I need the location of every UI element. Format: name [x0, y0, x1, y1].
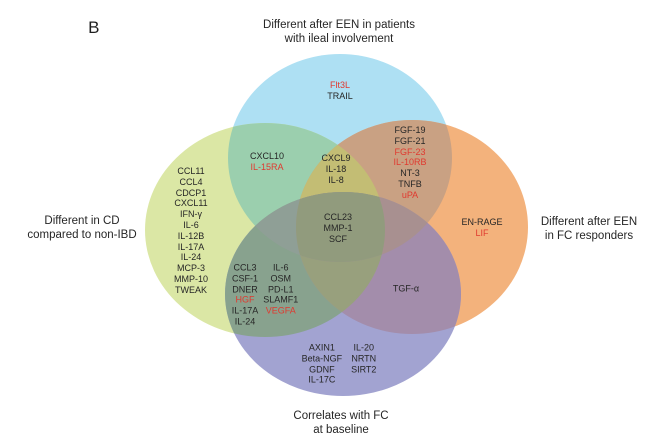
marker-label: MCP-3 [176, 263, 206, 274]
set-label-right-line2: in FC responders [544, 230, 634, 242]
set-label-left-line1: Different in CD [44, 215, 120, 227]
marker-label: CSF-1 [231, 273, 258, 284]
marker-label: IL-24 [180, 252, 202, 263]
marker-label: Beta-NGF [301, 353, 343, 364]
marker-column: IL-6 OSM PD-L1 SLAMF1 VEGFA [263, 263, 298, 317]
marker-label: IL-10RB [393, 157, 427, 168]
region-right-bottom: TGF-α [393, 284, 419, 295]
marker-column: FGF-19 FGF-21 FGF-23 IL-10RB NT-3 TNFB uPA [393, 125, 426, 201]
marker-column: CCL23 MMP-1 SCF [324, 212, 353, 244]
marker-label: OSM [270, 273, 292, 284]
marker-label: IL-8 [328, 174, 344, 185]
marker-label: MMP-1 [323, 222, 353, 233]
marker-label: IL-20 [353, 342, 375, 353]
marker-label: SIRT2 [351, 364, 377, 374]
marker-label: IL-12B [177, 231, 205, 241]
set-label-top: Different after EEN in patients with ile… [263, 18, 415, 46]
set-label-top-line1: Different after EEN in patients [263, 19, 415, 31]
region-top-left: CXCL10 IL-15RA [250, 151, 284, 173]
marker-label: NRTN [351, 353, 377, 364]
region-top-left-right: CXCL9 IL-18 IL-8 [321, 153, 350, 185]
marker-label: FGF-23 [394, 146, 426, 157]
marker-label: CCL23 [323, 211, 352, 222]
marker-label: CCL4 [179, 177, 203, 188]
marker-label: DNER [232, 284, 258, 295]
marker-label: IFN-γ [179, 209, 202, 220]
marker-column: Flt3L TRAIL [327, 80, 353, 102]
marker-label: MMP-10 [173, 274, 209, 285]
marker-label: SCF [329, 233, 347, 244]
marker-label: CXCL9 [321, 152, 351, 163]
marker-column: CCL3 CSF-1 DNER HGF IL-17A IL-24 [232, 263, 259, 328]
set-label-bottom: Correlates with FC at baseline [293, 409, 388, 437]
marker-label: IL-24 [234, 316, 256, 327]
marker-column: CCL11 CCL4 CDCP1 CXCL11 IFN-γ IL-6 IL-12B IL-17… [174, 166, 208, 296]
overlap-green-orange-purple [296, 192, 385, 334]
marker-column: AXIN1 Beta-NGF GDNF IL-17C [302, 342, 343, 385]
region-bottom-only: AXIN1 Beta-NGF GDNF IL-17C IL-20 NRTN SIRT2 [302, 342, 377, 385]
set-label-right: Different after EEN in FC responders [541, 215, 637, 243]
overlap-blue-green-orange [296, 123, 385, 262]
set-label-left: Different in CD compared to non-IBD [27, 214, 136, 242]
marker-label: CCL3 [233, 262, 257, 273]
marker-column: CXCL10 IL-15RA [250, 151, 284, 173]
marker-column: EN-RAGE LIF [461, 217, 502, 239]
marker-label: CXCL10 [249, 151, 285, 162]
marker-label: TRAIL [327, 91, 353, 101]
marker-label: GDNF [309, 364, 335, 374]
marker-label: TNFB [398, 179, 422, 190]
region-top-only: Flt3L TRAIL [327, 80, 353, 102]
region-top-right: FGF-19 FGF-21 FGF-23 IL-10RB NT-3 TNFB uPA [393, 125, 426, 201]
marker-label: NT-3 [400, 168, 420, 179]
marker-label: FGF-19 [394, 125, 426, 136]
marker-label: uPA [401, 189, 419, 200]
marker-label: IL-15RA [250, 162, 284, 172]
marker-label: IL-17C [308, 374, 336, 385]
overlap-blue-orange-purple [296, 192, 452, 262]
marker-label: TWEAK [174, 284, 208, 295]
marker-column: IL-20 NRTN SIRT2 [351, 342, 376, 374]
marker-label: IL-18 [325, 163, 347, 174]
marker-column: CXCL9 IL-18 IL-8 [321, 153, 350, 185]
marker-label: PD-L1 [268, 284, 294, 295]
marker-label: CCL11 [177, 166, 205, 177]
marker-label: IL-6 [183, 220, 199, 231]
marker-label: CDCP1 [175, 187, 207, 198]
marker-label: Flt3L [329, 80, 351, 91]
set-label-top-line2: with ileal involvement [284, 33, 394, 45]
marker-label: TGF-α [392, 283, 420, 294]
marker-label: AXIN1 [308, 342, 335, 353]
marker-label: VEGFA [265, 305, 296, 316]
region-center-all: CCL23 MMP-1 SCF [324, 212, 353, 244]
marker-label: SLAMF1 [263, 295, 299, 305]
region-left-bottom: CCL3 CSF-1 DNER HGF IL-17A IL-24 IL-6 OSM PD-L1 S… [232, 263, 299, 328]
marker-label: CXCL11 [174, 198, 208, 209]
marker-label: LIF [475, 228, 489, 238]
marker-label: IL-17A [177, 241, 205, 252]
overlap-blue-green-purple [228, 192, 385, 262]
marker-label: IL-17A [231, 305, 259, 316]
marker-label: IL-6 [273, 262, 289, 273]
marker-label: EN-RAGE [461, 217, 503, 228]
region-right-only: EN-RAGE LIF [461, 217, 502, 239]
marker-column: TGF-α [393, 284, 419, 295]
marker-label: HGF [235, 295, 255, 305]
region-left-only: CCL11 CCL4 CDCP1 CXCL11 IFN-γ IL-6 IL-12B IL-17… [174, 166, 208, 296]
panel-letter: B [88, 18, 100, 37]
set-label-bottom-line2: at baseline [313, 424, 369, 436]
marker-label: FGF-21 [394, 136, 426, 147]
set-label-bottom-line1: Correlates with FC [293, 410, 389, 422]
set-label-left-line2: compared to non-IBD [27, 229, 137, 241]
set-label-right-line1: Different after EEN [540, 216, 638, 228]
